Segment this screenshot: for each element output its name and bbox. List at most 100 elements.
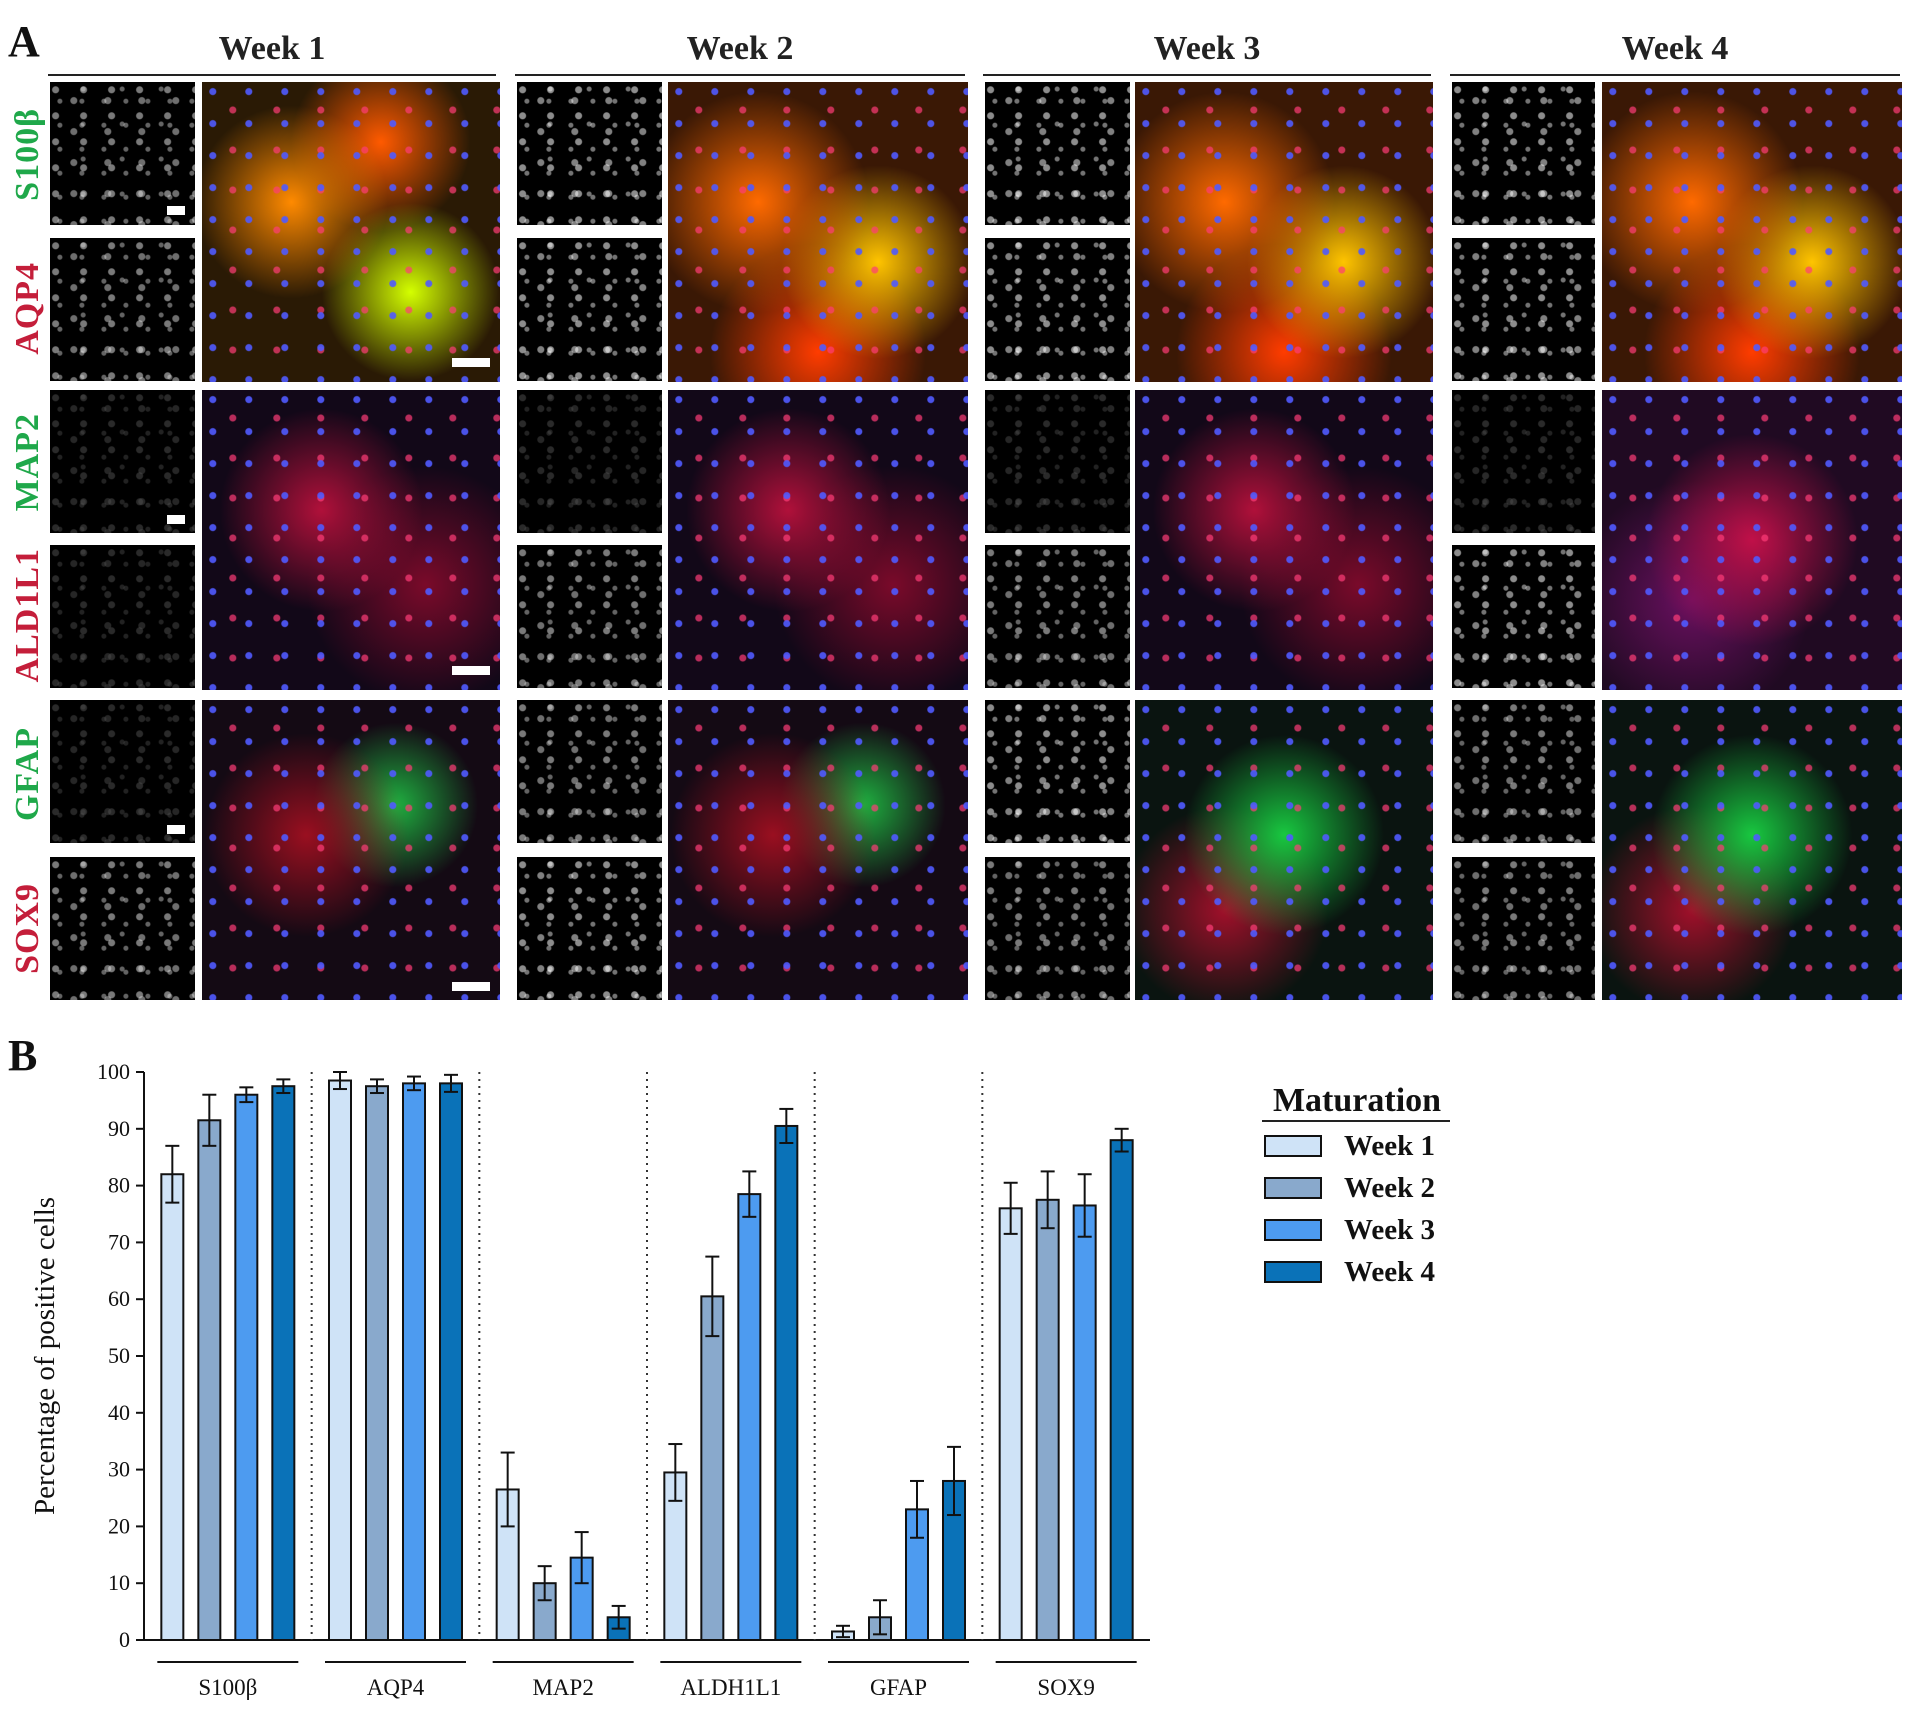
micrograph-w3-merge-map2-aldh1l1 (1135, 390, 1433, 690)
bar-week-3 (402, 1082, 426, 1642)
week-3-rule (983, 74, 1431, 76)
bar-week-2 (365, 1085, 389, 1641)
week-4-rule (1450, 74, 1900, 76)
micrograph-w2-merge-s100b-aqp4 (668, 82, 968, 382)
micrograph-w4-gfap (1452, 700, 1595, 843)
bar-week-3 (737, 1193, 762, 1641)
micrograph-w1-merge-s100b-aqp4 (202, 82, 500, 382)
bar-week-2 (700, 1295, 725, 1641)
micrograph-w3-sox9 (985, 857, 1130, 1000)
y-tick-label: 60 (108, 1286, 130, 1311)
micrograph-w4-s100b (1452, 82, 1595, 225)
week-1-header: Week 1 (218, 30, 326, 67)
legend-rule (1262, 1120, 1450, 1122)
micrograph-w3-gfap (985, 700, 1130, 843)
scale-bar-large-2 (452, 666, 490, 675)
y-tick-label: 100 (97, 1059, 130, 1084)
micrograph-w3-aqp4 (985, 238, 1130, 381)
micrograph-w3-s100b (985, 82, 1130, 225)
y-tick-label: 10 (108, 1570, 130, 1595)
micrograph-w2-aqp4 (517, 238, 662, 381)
panel-b-label: B (8, 1031, 38, 1080)
bar-week-4 (271, 1085, 296, 1641)
scale-bar-large-1 (452, 358, 490, 367)
micrograph-w2-merge-map2-aldh1l1 (668, 390, 968, 690)
micrograph-w3-merge-gfap-sox9 (1135, 700, 1433, 1000)
bar-week-2 (1035, 1198, 1060, 1642)
legend-swatch-week-2 (1264, 1177, 1322, 1199)
legend-label-week-4: Week 4 (1344, 1255, 1436, 1288)
row-label-sox9: SOX9 (9, 882, 46, 974)
micrograph-w4-merge-map2-aldh1l1 (1602, 390, 1902, 690)
micrograph-w1-aqp4 (50, 238, 195, 381)
micrograph-w3-merge-s100b-aqp4 (1135, 82, 1433, 382)
micrograph-w4-merge-gfap-sox9 (1602, 700, 1902, 1000)
legend-item-week-3: Week 3 (1264, 1213, 1436, 1246)
micrograph-w2-aldh1l1 (517, 545, 662, 688)
y-tick-label: 40 (108, 1400, 130, 1425)
micrograph-w2-merge-gfap-sox9 (668, 700, 968, 1000)
bar-week-2 (197, 1119, 222, 1641)
legend-title: Maturation (1272, 1082, 1442, 1119)
legend-label-week-3: Week 3 (1344, 1213, 1436, 1246)
legend-label-week-2: Week 2 (1344, 1171, 1436, 1204)
y-tick-label: 30 (108, 1457, 130, 1482)
micrograph-w1-map2 (50, 390, 195, 533)
scale-bar-large-3 (452, 982, 490, 991)
category-label: MAP2 (532, 1675, 593, 1700)
row-label-ald1l1: ALD1L1 (9, 547, 46, 683)
scale-bar-small-3 (167, 825, 185, 834)
panel-a-label: A (8, 17, 40, 66)
micrograph-w1-sox9 (50, 857, 195, 1000)
week-4-header: Week 4 (1621, 30, 1729, 67)
legend-item-week-1: Week 1 (1264, 1129, 1436, 1162)
micrograph-w2-s100b (517, 82, 662, 225)
legend-swatch-week-3 (1264, 1219, 1322, 1241)
micrograph-w4-map2 (1452, 390, 1595, 533)
legend-item-week-4: Week 4 (1264, 1255, 1436, 1288)
micrograph-w2-gfap (517, 700, 662, 843)
y-tick-label: 70 (108, 1229, 130, 1254)
micrograph-w1-gfap (50, 700, 195, 843)
row-label-map2: MAP2 (9, 412, 46, 512)
week-2-header: Week 2 (686, 30, 794, 67)
bar-week-4 (439, 1082, 463, 1642)
bar-week-1 (998, 1207, 1023, 1641)
micrograph-w1-merge-gfap-sox9 (202, 700, 500, 1000)
micrograph-w1-merge-map2-aldh1l1 (202, 390, 500, 690)
bar-week-4 (1109, 1139, 1134, 1641)
y-axis-label: Percentage of positive cells (29, 1197, 61, 1515)
y-tick-label: 80 (108, 1173, 130, 1198)
y-tick-label: 20 (108, 1513, 130, 1538)
category-label: SOX9 (1037, 1675, 1095, 1700)
row-label-s100b: S100β (9, 107, 46, 201)
bar-week-4 (774, 1124, 799, 1641)
legend-item-week-2: Week 2 (1264, 1171, 1436, 1204)
legend-swatch-week-1 (1264, 1135, 1322, 1157)
y-tick-label: 0 (119, 1627, 130, 1652)
legend-swatch-week-4 (1264, 1261, 1322, 1283)
micrograph-w4-sox9 (1452, 857, 1595, 1000)
week-1-rule (48, 74, 496, 76)
bar-week-1 (160, 1173, 185, 1642)
scale-bar-small-2 (167, 515, 185, 524)
micrograph-w4-aldh1l1 (1452, 545, 1595, 688)
row-label-aqp4: AQP4 (9, 261, 46, 355)
week-3-header: Week 3 (1153, 30, 1261, 67)
micrograph-w4-aqp4 (1452, 238, 1595, 381)
micrograph-w1-aldh1l1 (50, 545, 195, 688)
micrograph-w2-map2 (517, 390, 662, 533)
micrograph-w3-aldh1l1 (985, 545, 1130, 688)
bar-chart: 0 10 20 30 40 50 60 70 80 90 100 Percentage of posi… (29, 1059, 1150, 1700)
bar-week-3 (1072, 1204, 1097, 1641)
micrograph-w1-s100b (50, 82, 195, 225)
category-label: ALDH1L1 (680, 1675, 781, 1700)
micrograph-w2-sox9 (517, 857, 662, 1000)
y-tick-label: 50 (108, 1343, 130, 1368)
bar-week-1 (328, 1079, 352, 1641)
micrograph-w3-map2 (985, 390, 1130, 533)
legend-label-week-1: Week 1 (1344, 1129, 1436, 1162)
category-label: GFAP (870, 1675, 927, 1700)
y-tick-label: 90 (108, 1116, 130, 1141)
scale-bar-small-1 (167, 206, 185, 215)
